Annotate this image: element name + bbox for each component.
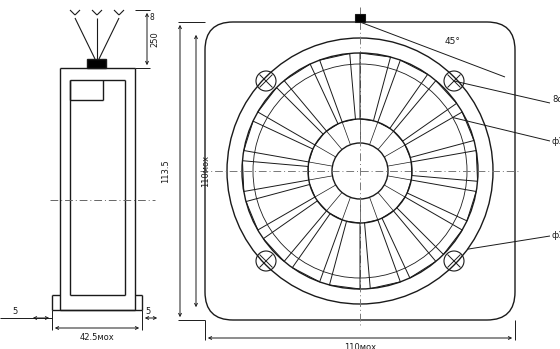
Text: 8: 8	[150, 14, 155, 22]
Bar	[355, 14, 365, 22]
Polygon shape	[87, 59, 106, 68]
Text: 45°: 45°	[445, 37, 461, 46]
Text: 42.5мох: 42.5мох	[80, 333, 114, 342]
Text: 113.5: 113.5	[161, 159, 170, 183]
Text: 5: 5	[12, 306, 17, 315]
Text: 110мох: 110мох	[202, 155, 211, 187]
Text: 8отв.ф7: 8отв.ф7	[552, 96, 560, 104]
Text: ф125: ф125	[552, 231, 560, 240]
Text: 5: 5	[146, 306, 151, 315]
Text: ф100: ф100	[552, 136, 560, 146]
Text: 110мох: 110мох	[344, 342, 376, 349]
FancyBboxPatch shape	[205, 22, 515, 320]
Text: 250: 250	[151, 31, 160, 47]
